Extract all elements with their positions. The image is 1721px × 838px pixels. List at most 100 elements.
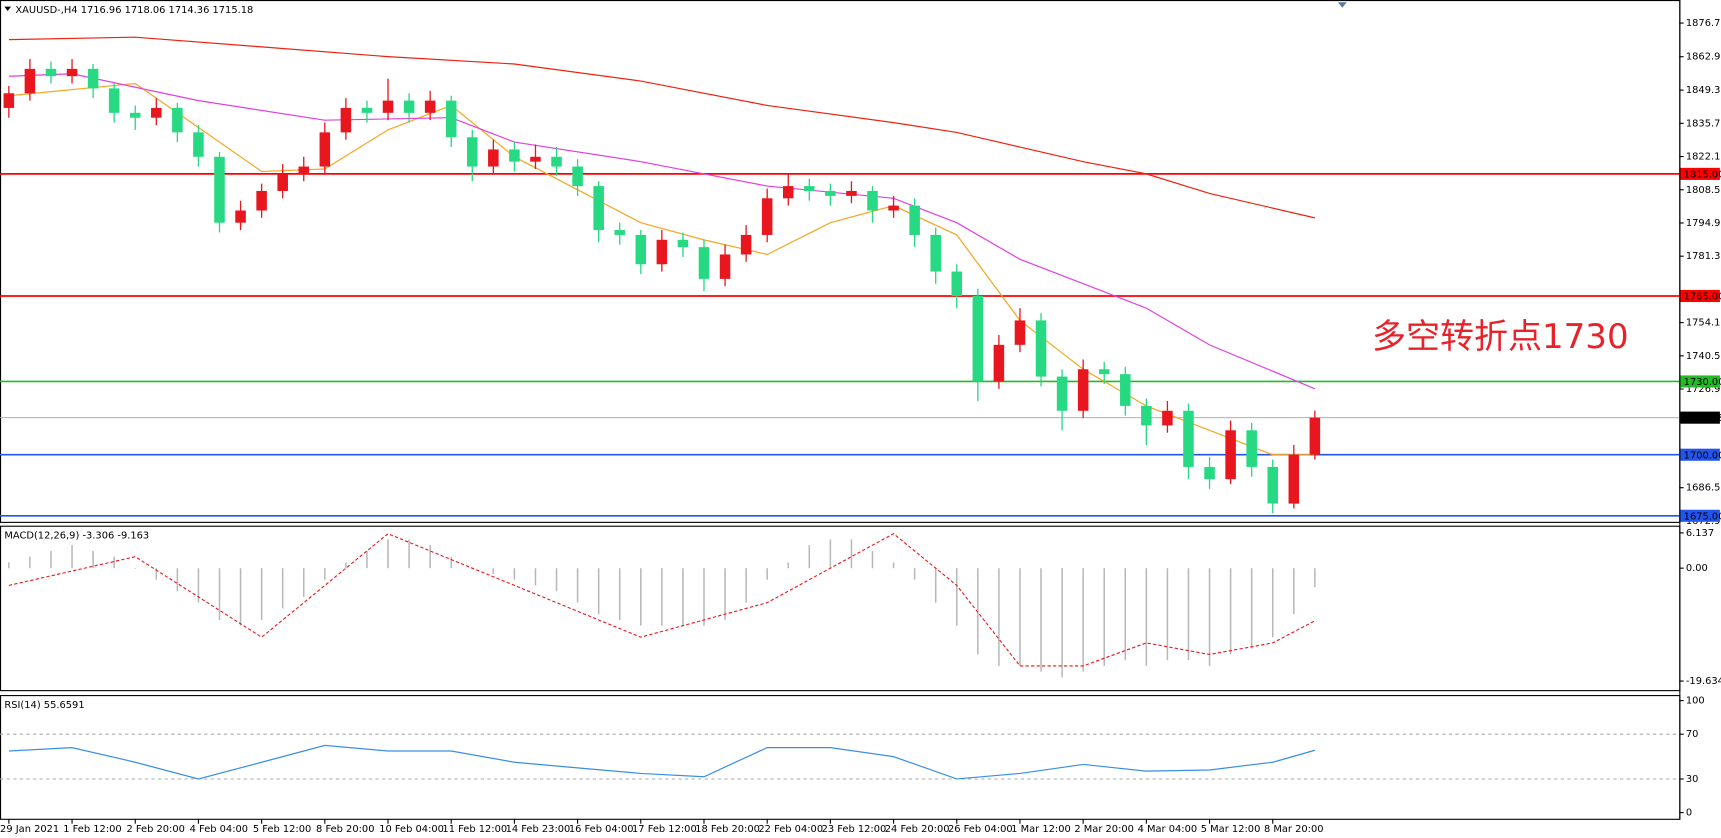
candle-body [572, 166, 583, 187]
macd-bar [366, 550, 368, 569]
candle-body [1309, 417, 1321, 455]
candle-body [719, 254, 731, 279]
candle-body [1014, 320, 1026, 345]
candle-body [972, 295, 984, 382]
macd-bar [281, 568, 284, 609]
macd-bar [892, 562, 895, 569]
candle-body [804, 186, 815, 191]
macd-bar [260, 568, 263, 620]
y-tick-label: 1794.90 [1686, 218, 1721, 229]
candle-body [424, 100, 436, 113]
y-tick-label: 0.00 [1686, 563, 1708, 574]
macd-bar [1293, 568, 1295, 615]
candle-body [1183, 410, 1194, 467]
chart-header: XAUUSD-,H4 1716.96 1718.06 1714.36 1715.… [15, 5, 253, 16]
panel-title: MACD(12,26,9) -3.306 -9.163 [4, 531, 149, 542]
y-tick-label: 1781.30 [1686, 251, 1721, 262]
candle-body [909, 205, 920, 235]
y-tick-label: 30 [1686, 774, 1699, 785]
macd-bar [218, 568, 221, 620]
x-tick-label: 26 Feb 04:00 [948, 824, 1013, 835]
candle-body [888, 205, 899, 211]
candle-body [677, 239, 689, 248]
macd-bar [597, 568, 600, 615]
x-tick-label: 22 Feb 04:00 [758, 824, 823, 835]
x-tick-label: 23 Feb 12:00 [822, 824, 887, 835]
candle-body [825, 190, 836, 196]
x-tick-label: 1 Feb 12:00 [63, 824, 121, 835]
level-label: 1700.00 [1684, 450, 1721, 461]
macd-bar [829, 539, 832, 569]
y-tick-label: 1726.90 [1686, 384, 1721, 395]
candle-body [993, 344, 1005, 382]
level-label-box [1680, 375, 1720, 388]
macd-bar [429, 545, 431, 569]
candle-body [1288, 454, 1300, 504]
x-tick-label: 10 Feb 04:00 [379, 824, 444, 835]
moving-average [8, 36, 1316, 219]
macd-bar [661, 568, 663, 626]
macd-bar [134, 568, 137, 569]
macd-bar [1314, 568, 1316, 588]
candle-body [256, 190, 267, 211]
candle-body [867, 190, 878, 211]
x-tick-label: 4 Mar 04:00 [1138, 824, 1198, 835]
macd-bar [50, 550, 52, 569]
macd-bar [176, 568, 179, 592]
macd-bar [618, 568, 621, 620]
macd-bar [1187, 568, 1190, 661]
macd-bar [534, 568, 537, 586]
macd-bar [766, 568, 768, 580]
y-tick-label: 1686.50 [1686, 483, 1721, 494]
y-tick-label: 1740.50 [1686, 351, 1721, 362]
macd-bar [1040, 568, 1042, 672]
macd-bar [745, 568, 747, 603]
candle-body [1056, 376, 1068, 411]
macd-bar [302, 568, 305, 597]
candle-body [1162, 410, 1173, 426]
macd-bar [1019, 568, 1021, 666]
macd-bar [450, 556, 452, 569]
candle-body [151, 107, 162, 118]
x-tick-label: 2 Feb 20:00 [126, 824, 184, 835]
y-tick-label: 100 [1686, 696, 1705, 707]
x-tick-label: 5 Mar 12:00 [1201, 824, 1261, 835]
macd-bar [1061, 568, 1063, 678]
panel-title: RSI(14) 55.6591 [4, 700, 84, 711]
x-tick-label: 24 Feb 20:00 [885, 824, 950, 835]
candle-body [66, 68, 78, 77]
candle-body [1035, 320, 1047, 377]
macd-bar [808, 545, 811, 569]
moving-average [8, 73, 1316, 390]
macd-signal [8, 533, 1316, 667]
candle-body [340, 107, 352, 133]
y-tick-label: 1835.70 [1686, 118, 1721, 129]
macd-bar [408, 539, 410, 569]
last-price-box [1680, 411, 1720, 424]
candle-body [1246, 430, 1257, 467]
x-tick-label: 14 Feb 23:00 [506, 824, 571, 835]
macd-bar [640, 568, 642, 626]
macd-bar [239, 568, 242, 626]
macd-bar [998, 568, 1000, 666]
candle-body [593, 186, 604, 231]
macd-bar [576, 568, 579, 603]
candle-body [635, 234, 647, 265]
candle-body [846, 190, 857, 196]
candle-body [1267, 466, 1279, 504]
candle-body [193, 132, 204, 157]
macd-bar [71, 545, 73, 569]
last-price-label: 1715.18 [1684, 413, 1721, 424]
y-tick-label: 0 [1686, 808, 1692, 819]
macd-bar [387, 539, 389, 569]
level-label: 1765.00 [1684, 292, 1721, 303]
macd-bar [871, 550, 874, 569]
macd-bar [1250, 568, 1253, 649]
x-tick-label: 18 Feb 20:00 [695, 824, 760, 835]
macd-bar [682, 568, 684, 626]
candle-body [214, 156, 225, 223]
candle-body [403, 100, 415, 113]
macd-bar [850, 539, 853, 569]
